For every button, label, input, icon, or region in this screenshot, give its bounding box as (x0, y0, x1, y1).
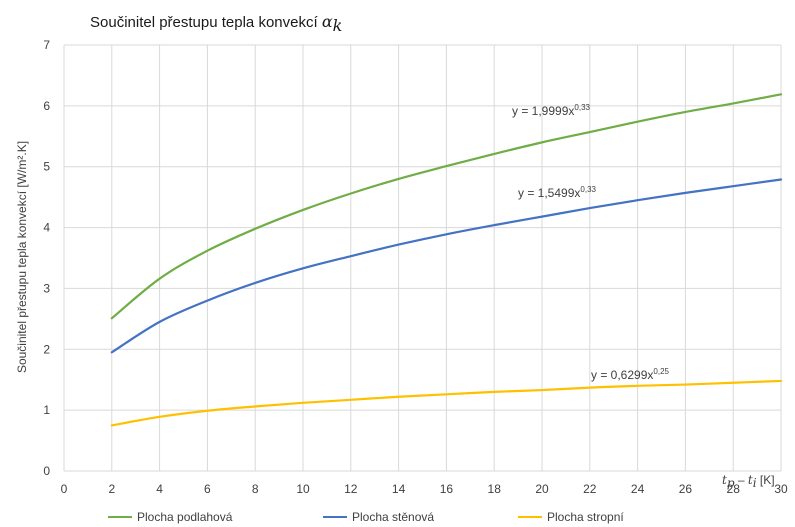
series-line-stenova (110, 178, 783, 354)
legend-label-stropni: Plocha stropní (547, 510, 624, 524)
equation-label-stropni: y = 0,6299x0,25 (591, 367, 670, 382)
legend-label-podlahova: Plocha podlahová (137, 510, 233, 524)
x-tick-label: 10 (296, 482, 310, 496)
x-tick-label: 24 (631, 482, 645, 496)
y-tick-label: 2 (43, 342, 50, 356)
x-tick-label: 18 (488, 482, 502, 496)
y-axis-label: Součinitel přestupu tepla konvekcí [W/m²… (15, 141, 29, 373)
y-tick-label: 4 (43, 221, 50, 235)
x-tick-label: 20 (535, 482, 549, 496)
y-tick-label: 0 (43, 464, 50, 478)
x-tick-label: 30 (774, 482, 788, 496)
x-tick-label: 2 (108, 482, 115, 496)
series-line-stropni (110, 379, 783, 427)
y-tick-label: 7 (43, 38, 50, 52)
legend: Plocha podlahová Plocha stěnová Plocha s… (108, 510, 624, 524)
chart-title: Součinitel přestupu tepla konvekcí αk (90, 12, 342, 35)
legend-item-podlahova: Plocha podlahová (108, 510, 233, 524)
series-layer (110, 93, 783, 427)
equation-label-podlahova: y = 1,9999x0,33 (512, 103, 591, 118)
x-axis-label: tp – ti [K] (722, 473, 775, 490)
y-tick-label: 6 (43, 99, 50, 113)
gridlines (63, 44, 782, 472)
y-axis-ticks: 0 1 2 3 4 5 6 7 (43, 38, 50, 478)
legend-item-stenova: Plocha stěnová (323, 510, 434, 524)
legend-label-stenova: Plocha stěnová (352, 510, 434, 524)
legend-item-stropni: Plocha stropní (518, 510, 624, 524)
y-tick-label: 1 (43, 403, 50, 417)
y-tick-label: 5 (43, 160, 50, 174)
x-tick-label: 16 (440, 482, 454, 496)
x-tick-label: 6 (204, 482, 211, 496)
x-tick-label: 12 (344, 482, 358, 496)
x-tick-label: 26 (679, 482, 693, 496)
x-tick-label: 4 (156, 482, 163, 496)
x-tick-label: 14 (392, 482, 406, 496)
x-tick-label: 0 (61, 482, 68, 496)
x-tick-label: 8 (252, 482, 259, 496)
x-tick-label: 22 (583, 482, 597, 496)
series-line-podlahova (110, 93, 783, 320)
x-tick-label: 28 (727, 482, 741, 496)
y-tick-label: 3 (43, 281, 50, 295)
x-axis-ticks: 0 2 4 6 8 10 12 14 16 18 20 22 24 26 28 30 (61, 482, 788, 496)
equation-label-stenova: y = 1,5499x0,33 (518, 185, 597, 200)
